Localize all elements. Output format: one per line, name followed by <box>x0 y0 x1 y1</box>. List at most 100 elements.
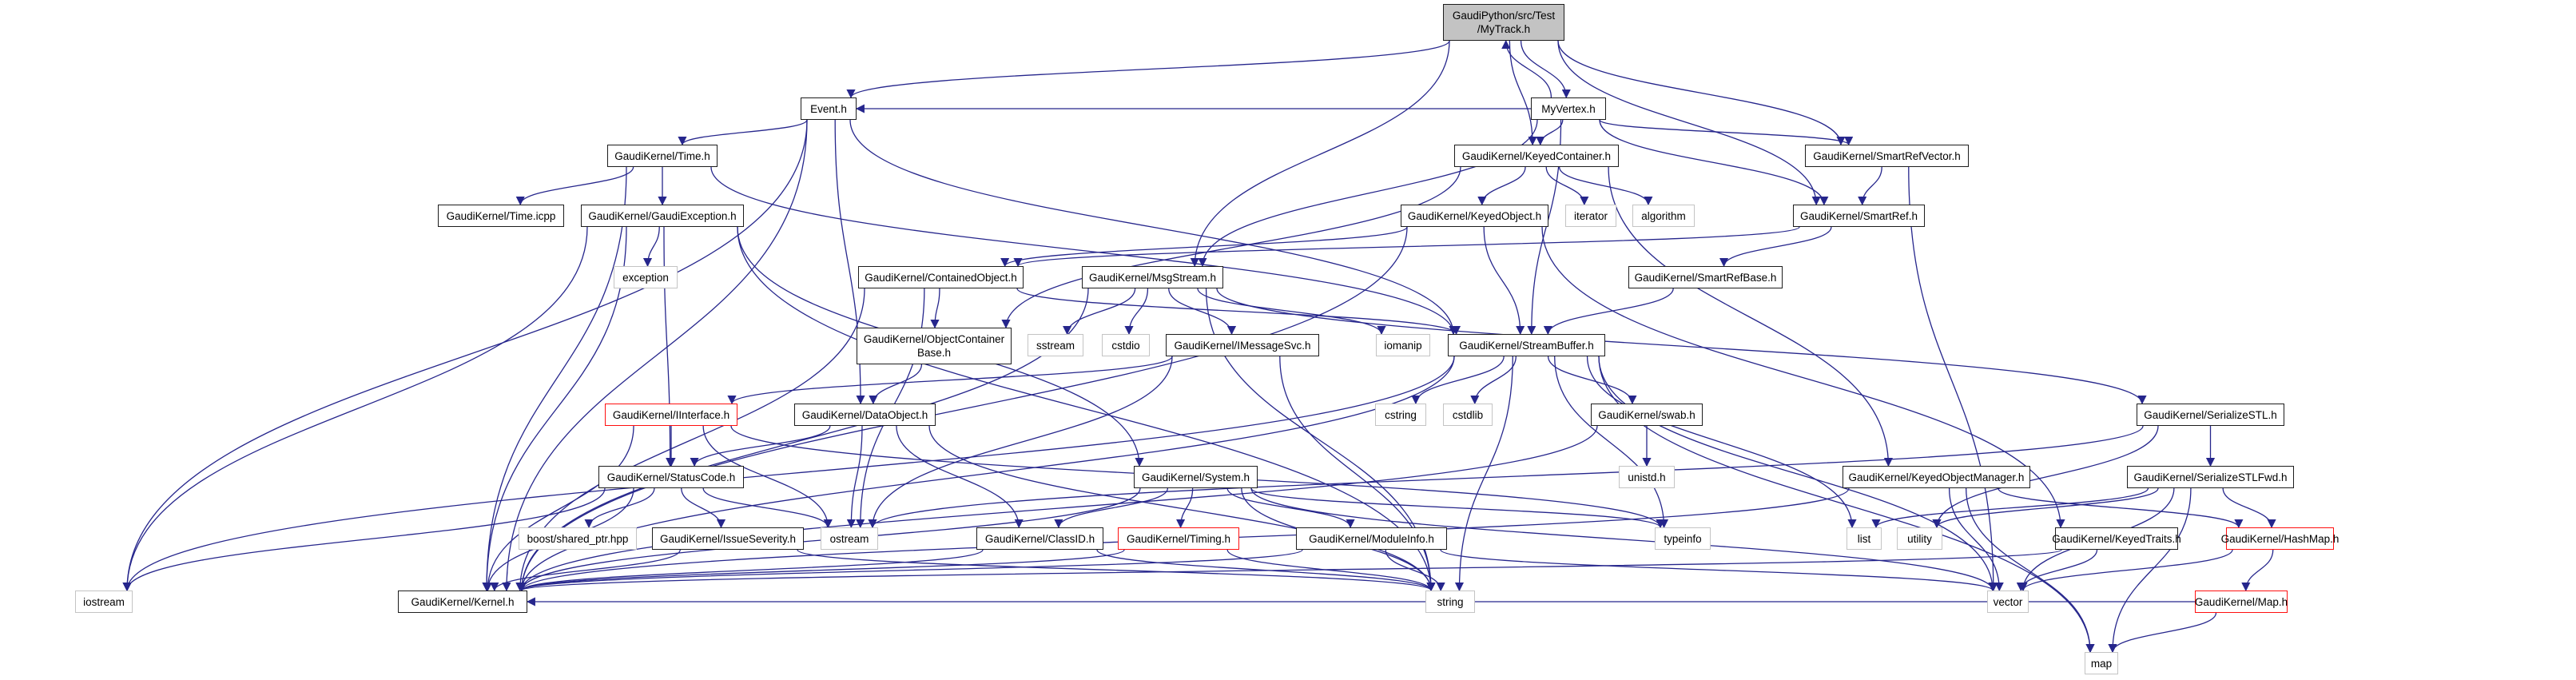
node-time_h[interactable]: GaudiKernel/Time.h <box>607 145 718 167</box>
include-edge-map_h-map <box>2108 612 2217 654</box>
node-smartref[interactable]: GaudiKernel/SmartRef.h <box>1793 205 1925 227</box>
node-label: iostream <box>83 595 125 608</box>
include-edge-msgstream-sstream <box>1063 288 1136 336</box>
include-edge-imessagesvc-ostream <box>868 356 1173 529</box>
node-label: exception <box>622 271 669 284</box>
node-classid[interactable]: GaudiKernel/ClassID.h <box>976 527 1103 550</box>
node-label: GaudiKernel/KeyedObject.h <box>1407 209 1542 222</box>
node-smartrefbase[interactable]: GaudiKernel/SmartRefBase.h <box>1628 266 1783 288</box>
include-edge-statuscode-issueseverity <box>681 487 725 529</box>
include-edge-imessagesvc-iinterface <box>727 356 1173 405</box>
node-kernel[interactable]: GaudiKernel/Kernel.h <box>398 591 527 613</box>
node-keyedobjectmanager[interactable]: GaudiKernel/KeyedObjectManager.h <box>1843 466 2030 488</box>
node-map_h[interactable]: GaudiKernel/Map.h <box>2195 591 2288 613</box>
node-ostream: ostream <box>821 527 878 550</box>
include-edge-msgstream-cstdio <box>1124 288 1149 336</box>
node-moduleinfo[interactable]: GaudiKernel/ModuleInfo.h <box>1296 527 1447 550</box>
node-label: sstream <box>1036 339 1075 352</box>
node-issueseverity[interactable]: GaudiKernel/IssueSeverity.h <box>652 527 804 550</box>
include-edge-streambuffer-swab <box>1547 356 1637 405</box>
include-edge-streambuffer-cstdlib <box>1470 356 1517 405</box>
node-objectcontainerbase[interactable]: GaudiKernel/ObjectContainer Base.h <box>857 328 1012 364</box>
include-edge-gaudiexception-exception <box>643 226 660 268</box>
node-myvertex[interactable]: MyVertex.h <box>1531 97 1606 120</box>
node-time_icpp[interactable]: GaudiKernel/Time.icpp <box>438 205 564 227</box>
node-iinterface[interactable]: GaudiKernel/IInterface.h <box>605 404 737 426</box>
include-edge-keyedobjectmanager-vector <box>1948 487 2004 592</box>
node-label: GaudiKernel/Map.h <box>2194 595 2288 608</box>
include-edge-statuscode-boost_shared_ptr <box>584 487 655 529</box>
include-edge-mytrack-msgstream <box>1190 40 1450 268</box>
node-label: typeinfo <box>1664 532 1702 545</box>
node-swab[interactable]: GaudiKernel/swab.h <box>1591 404 1703 426</box>
include-edge-myvertex-smartrefvector <box>1599 119 1854 146</box>
include-edge-containedobject-objectcontainerbase <box>930 288 940 329</box>
include-edge-smartref-smartrefbase <box>1719 226 1832 268</box>
include-edge-mytrack-event <box>846 40 1450 99</box>
node-keyedcontainer[interactable]: GaudiKernel/KeyedContainer.h <box>1454 145 1619 167</box>
node-label: GaudiKernel/Kernel.h <box>411 595 515 608</box>
node-streambuffer[interactable]: GaudiKernel/StreamBuffer.h <box>1448 334 1605 356</box>
node-label: GaudiKernel/Time.icpp <box>446 209 556 222</box>
include-edge-keyedcontainer-iterator <box>1545 166 1589 206</box>
node-label: GaudiKernel/ModuleInfo.h <box>1309 532 1434 545</box>
node-label: MyVertex.h <box>1541 102 1596 115</box>
node-timing[interactable]: GaudiKernel/Timing.h <box>1118 527 1239 550</box>
node-hashmap[interactable]: GaudiKernel/HashMap.h <box>2221 527 2339 550</box>
include-edge-myvertex-smartref <box>1599 119 1829 206</box>
node-label: GaudiKernel/HashMap.h <box>2220 532 2339 545</box>
node-label: iterator <box>1573 209 1608 222</box>
node-iterator: iterator <box>1565 205 1616 227</box>
node-label: GaudiKernel/Time.h <box>614 149 710 162</box>
include-edge-streambuffer-list <box>1586 356 1857 529</box>
node-imessagesvc[interactable]: GaudiKernel/IMessageSvc.h <box>1166 334 1319 356</box>
include-edge-hashmap-vector <box>2018 549 2233 592</box>
node-system[interactable]: GaudiKernel/System.h <box>1134 466 1258 488</box>
node-unistd: unistd.h <box>1619 466 1675 488</box>
include-edge-moduleinfo-string <box>1385 549 1445 592</box>
node-label: GaudiKernel/KeyedObjectManager.h <box>1848 471 2025 483</box>
node-label: cstdio <box>1111 339 1140 352</box>
include-edge-streambuffer-typeinfo <box>1554 356 1669 529</box>
include-edge-dataobject-statuscode <box>690 425 831 467</box>
node-smartrefvector[interactable]: GaudiKernel/SmartRefVector.h <box>1805 145 1969 167</box>
include-edge-keyedtraits-vector <box>2016 549 2098 592</box>
include-edge-gaudiexception-iostream <box>122 226 588 592</box>
node-keyedobject[interactable]: GaudiKernel/KeyedObject.h <box>1401 205 1548 227</box>
node-iomanip: iomanip <box>1376 334 1430 356</box>
node-label: algorithm <box>1641 209 1686 222</box>
node-serializestlfwd[interactable]: GaudiKernel/SerializeSTLFwd.h <box>2127 466 2294 488</box>
node-label: GaudiKernel/SerializeSTLFwd.h <box>2133 471 2288 483</box>
include-edge-serializestlfwd-list <box>1871 487 2149 529</box>
include-edge-mytrack-myvertex <box>1520 40 1571 99</box>
include-edge-streambuffer-string <box>1454 356 1513 592</box>
node-label: GaudiKernel/SmartRef.h <box>1799 209 1918 222</box>
node-containedobject[interactable]: GaudiKernel/ContainedObject.h <box>858 266 1024 288</box>
node-map: map <box>2085 652 2118 674</box>
node-algorithm: algorithm <box>1632 205 1695 227</box>
node-dataobject[interactable]: GaudiKernel/DataObject.h <box>794 404 936 426</box>
node-serializestl[interactable]: GaudiKernel/SerializeSTL.h <box>2137 404 2284 426</box>
node-label: GaudiKernel/KeyedTraits.h <box>2052 532 2181 545</box>
node-label: Base.h <box>916 347 952 359</box>
include-edge-classid-kernel <box>517 549 984 592</box>
node-label: GaudiKernel/System.h <box>1141 471 1250 483</box>
node-keyedtraits[interactable]: GaudiKernel/KeyedTraits.h <box>2052 527 2181 550</box>
include-edge-smartrefvector-smartref <box>1858 166 1882 206</box>
include-edge-moduleinfo-kernel <box>517 549 1303 592</box>
node-statuscode[interactable]: GaudiKernel/StatusCode.h <box>598 466 744 488</box>
node-event[interactable]: Event.h <box>801 97 857 120</box>
node-label: GaudiKernel/IMessageSvc.h <box>1174 339 1311 352</box>
node-label: Event.h <box>810 102 847 115</box>
include-edge-issueseverity-string <box>797 549 1436 592</box>
node-label: GaudiKernel/GaudiException.h <box>588 209 737 222</box>
node-gaudiexception[interactable]: GaudiKernel/GaudiException.h <box>581 205 744 227</box>
include-edge-event-time_h <box>678 119 808 146</box>
include-edge-objectcontainerbase-dataobject <box>869 364 923 405</box>
include-edge-system-typeinfo <box>1250 487 1665 529</box>
node-msgstream[interactable]: GaudiKernel/MsgStream.h <box>1082 266 1223 288</box>
include-edge-system-classid <box>1054 487 1169 529</box>
include-edge-time_h-streambuffer <box>710 166 1458 336</box>
